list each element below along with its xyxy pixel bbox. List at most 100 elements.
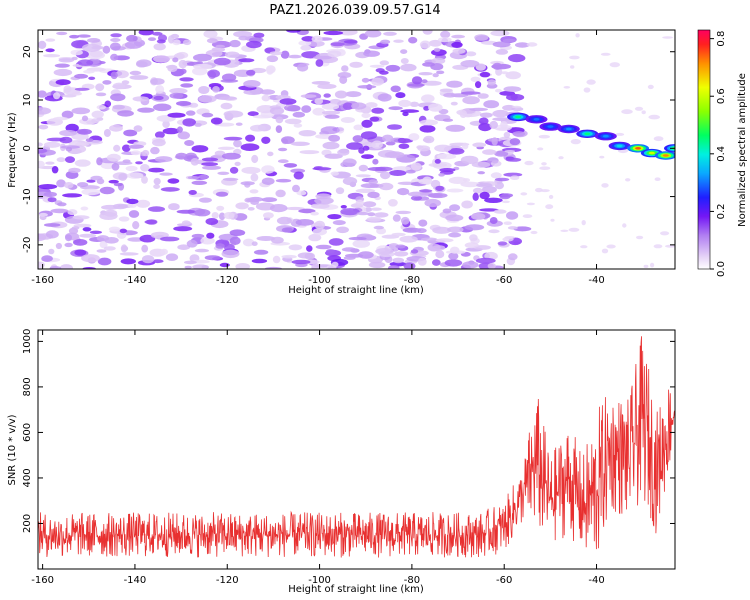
spectrogram-x-label: Height of straight line (km) — [288, 285, 424, 296]
spectrogram-cell — [349, 61, 363, 68]
spectrogram-cell — [314, 197, 334, 205]
spectrogram-cell — [357, 85, 377, 89]
spectrogram-cell — [207, 69, 221, 78]
spectrogram-cell — [38, 142, 43, 147]
spectrogram-cell — [262, 212, 274, 219]
spectrogram-cell — [110, 33, 122, 38]
spectrogram-cell — [264, 266, 282, 269]
spectrogram-cell — [300, 45, 312, 51]
spectrogram-cell — [363, 50, 380, 57]
spectrogram-cell — [389, 170, 407, 176]
spectrogram-cell — [368, 179, 379, 185]
spectrogram-cell — [223, 243, 235, 251]
spectrogram-cell — [428, 39, 442, 47]
spectrogram-cell — [109, 42, 121, 51]
spectrogram-cell — [431, 57, 446, 65]
spectrogram-cell — [306, 245, 313, 252]
spectrogram-cell — [38, 40, 47, 49]
spectrogram-cell — [77, 182, 89, 188]
colorbar: 0.0 0.2 0.4 0.6 0.8 Normalized spectral ampl… — [697, 29, 748, 277]
spectrogram-cell — [293, 123, 303, 128]
spectrogram-cell — [548, 194, 554, 199]
spectrogram-cell — [505, 71, 521, 80]
spectrogram-cell — [391, 232, 406, 237]
spectrogram-cell — [383, 31, 397, 36]
spectrogram-cell — [286, 30, 301, 33]
spectrogram-cell — [113, 182, 123, 187]
spectrogram-cell — [526, 42, 538, 47]
spectrogram-cell — [399, 235, 418, 243]
spectrogram-cell — [405, 169, 416, 174]
spectrogram-cell — [382, 134, 394, 142]
spectrogram-cell — [479, 112, 493, 118]
spectrogram-cell — [520, 192, 528, 196]
spectrogram-cell — [490, 172, 502, 179]
spectrogram-cell — [53, 68, 73, 77]
spectrogram-cell — [144, 219, 157, 225]
spectrogram-cell — [275, 116, 284, 124]
spectrogram-cell — [419, 40, 431, 49]
y-tick-label: 800 — [22, 377, 33, 396]
spectrogram-cell — [57, 202, 67, 207]
spectrogram-cell — [108, 179, 119, 184]
chart-title: PAZ1.2026.039.09.57.G14 — [269, 3, 440, 18]
spectrogram-cell — [253, 249, 269, 255]
spectrogram-cell — [400, 49, 408, 54]
spectrogram-cell — [436, 70, 445, 75]
spectrogram-cell — [418, 72, 433, 76]
spectrogram-cell — [395, 244, 406, 249]
spectrogram-cell — [328, 134, 340, 142]
spectrogram-cell — [432, 259, 441, 266]
spectrogram-cell — [361, 154, 374, 160]
spectrogram-cell — [251, 241, 258, 246]
spectrogram-cell — [447, 226, 464, 233]
spectrogram-cell — [184, 260, 197, 265]
spectrogram-cell — [187, 176, 200, 180]
spectrogram-cell — [438, 173, 445, 177]
spectrogram-cell — [153, 184, 161, 190]
spectrogram-ridge-cell — [515, 115, 522, 119]
spectrogram-cell — [636, 235, 644, 240]
spectrogram-cell — [495, 49, 509, 55]
spectrogram-cell — [472, 192, 479, 201]
spectrogram-cell — [194, 209, 211, 217]
spectrogram-cell — [102, 80, 112, 85]
spectrogram-cell — [432, 245, 446, 251]
spectrogram-cell — [340, 205, 347, 209]
spectrogram-cell — [176, 209, 196, 214]
spectrogram-cell — [221, 249, 240, 259]
spectrogram-cell — [198, 86, 210, 94]
spectrogram-cell — [575, 33, 580, 38]
spectrogram-cell — [314, 98, 324, 105]
spectrogram-cell — [192, 63, 213, 70]
spectrogram-cell — [261, 197, 278, 203]
spectrogram-cell — [601, 183, 609, 188]
spectrogram-y-label: Frequency (Hz) — [7, 112, 18, 188]
spectrogram-cell — [609, 62, 620, 68]
spectrogram-cell — [135, 161, 143, 165]
spectrogram-cell — [341, 247, 357, 252]
spectrogram-cell — [223, 136, 243, 141]
spectrogram-cell — [490, 30, 510, 37]
spectrogram-cell — [45, 161, 55, 165]
spectrogram-cell — [162, 120, 170, 128]
spectrogram-cell — [535, 187, 543, 193]
spectrogram-cell — [132, 221, 140, 230]
spectrogram-cell — [183, 39, 192, 46]
spectrogram-cell — [177, 244, 191, 250]
spectrogram-cell — [568, 227, 580, 232]
spectrogram-cell — [220, 102, 233, 110]
spectrogram-cell — [184, 140, 195, 146]
spectrogram-cell — [500, 121, 508, 130]
spectrogram-cell — [442, 208, 452, 214]
spectrogram-cell — [474, 34, 489, 41]
spectrogram-cell — [665, 244, 675, 248]
spectrogram-cell — [204, 255, 221, 261]
spectrogram-cell — [96, 104, 107, 110]
spectrogram-cell — [526, 202, 536, 206]
spectrogram-cell — [152, 138, 166, 147]
spectrogram-cell — [127, 172, 144, 179]
spectrogram-cell — [198, 174, 209, 180]
spectrogram-cell — [419, 119, 438, 126]
spectrogram-cell — [269, 204, 288, 213]
